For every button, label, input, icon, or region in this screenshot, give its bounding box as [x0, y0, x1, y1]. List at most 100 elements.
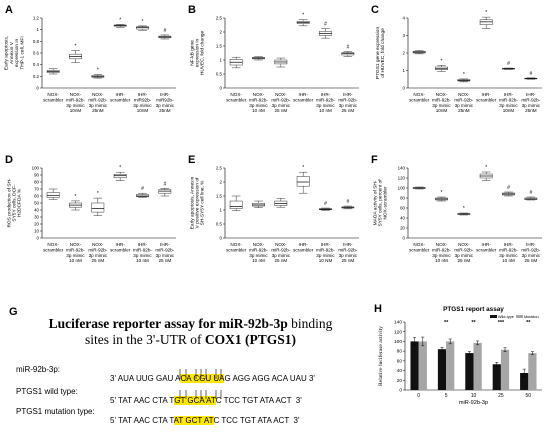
box [113, 174, 127, 179]
y-axis-label-line: of HUVEC, fold change [380, 28, 386, 78]
x-category-label: miR-92b- [499, 247, 518, 252]
y-tick-label: 0.4 [33, 62, 40, 67]
x-category-label: miR-92b- [271, 247, 290, 252]
x-category-label: miR-92b- [499, 97, 518, 102]
x-category-label: 10 nM [319, 108, 332, 113]
y-tick-label: 120 [394, 329, 402, 335]
y-tick-label: 1 [220, 208, 223, 213]
y-tick-label: 0 [399, 388, 402, 394]
significance-mark: # [163, 181, 166, 187]
x-category-label: 3p mimic [156, 253, 175, 258]
seq-prefix: 3' [110, 374, 116, 383]
x-category-label: miR-92b- [316, 247, 335, 252]
row-name: miR-92b-3p: [16, 365, 61, 374]
x-category-label: 3p mimic [249, 253, 268, 258]
y-axis-label-line: Annexin V [9, 41, 15, 64]
title-line2-b: -UTR of [155, 332, 205, 347]
luciferase-title: Luciferase reporter assay for miR-92b-3p… [8, 316, 373, 332]
x-category-label: 25 nM [274, 258, 287, 263]
x-category-label: 10nM [70, 108, 82, 113]
x-category-label: miR-92b- [133, 247, 152, 252]
significance-mark: * [485, 10, 487, 16]
y-tick-label: 40 [397, 368, 403, 374]
y-axis-label: Early apoptosis, Annexin V positive expre… [189, 176, 205, 229]
significance-mark: * [485, 165, 487, 171]
y-tick-label: 1 [37, 27, 40, 32]
significance-mark: * [97, 68, 99, 74]
x-category-label: IHR- [321, 242, 331, 247]
bar-mutation [446, 341, 455, 390]
x-category-label: 3p mimic [89, 103, 108, 108]
panel-label-g: G [9, 306, 18, 318]
significance-mark: # [346, 199, 349, 205]
bar-mutation [528, 353, 537, 390]
x-category-label: 5 [445, 393, 448, 399]
significance-mark: # [141, 186, 144, 192]
x-category-label: 3p mimic [316, 253, 335, 258]
x-category-label: NOX- [230, 242, 242, 247]
x-category-label: IHR- [298, 242, 308, 247]
y-tick-label: 10 [34, 229, 39, 234]
y-axis-label-line: expression in [195, 39, 201, 68]
x-category-label: 3p mimic [249, 103, 268, 108]
significance-mark: ** [471, 320, 476, 326]
x-category-label: miR-92b- [88, 97, 107, 102]
y-tick-label: 80 [400, 196, 405, 201]
significance-mark: # [507, 185, 510, 191]
y-axis-label-line: HUVEC, fold change [200, 31, 206, 76]
y-tick-label: 4 [403, 16, 406, 21]
x-category-label: 10nM [503, 108, 515, 113]
row-name: PTGS1 mutation type: [16, 407, 95, 416]
x-category-label: NOX- [47, 242, 59, 247]
y-tick-label: 0.5 [216, 222, 223, 227]
y-axis-label-line: Early apoptosis, [4, 36, 10, 70]
title-line2-prime: ' [152, 332, 156, 347]
x-category-label: scrambler [409, 97, 430, 102]
x-category-label: IHR- [481, 92, 491, 97]
x-category-label: NOX- [413, 242, 425, 247]
box [229, 200, 243, 209]
significance-mark: * [441, 58, 443, 64]
y-axis-label-line: NF-kB gene [189, 40, 195, 66]
x-category-label: 3p mimic [156, 103, 175, 108]
x-category-label: 10 NM [319, 258, 333, 263]
box [296, 176, 310, 187]
x-category-label: NOX- [436, 242, 448, 247]
y-tick-label: 140 [398, 166, 406, 171]
x-category-label: 25 nM [274, 108, 287, 113]
bar-wild-type [465, 353, 474, 390]
y-tick-label: 1 [220, 58, 223, 63]
sequence: 5' TAT AAC CTA TGT GCA ATC TCC TGT ATA A… [110, 396, 302, 405]
x-category-label: NOX- [47, 92, 59, 97]
y-axis-label-line: H2DCFDA % [17, 188, 23, 217]
x-category-label: 3p mimic [133, 103, 152, 108]
significance-mark: # [346, 45, 349, 51]
x-category-label: NOX- [275, 92, 287, 97]
y-tick-label: 1.5 [216, 194, 223, 199]
chart-title: PTGS1 report assay [443, 306, 504, 313]
y-tick-label: 2.5 [216, 16, 223, 21]
y-tick-label: 0 [220, 86, 223, 91]
x-category-label: 3p mimic [89, 253, 108, 258]
y-tick-label: 80 [34, 180, 39, 185]
panel-label: F [371, 154, 378, 166]
x-category-label: IHR- [321, 92, 331, 97]
significance-mark: * [119, 17, 121, 23]
y-tick-label: 100 [398, 186, 406, 191]
y-axis-label: PTGS1 gene expression of HUVEC, fold chan… [375, 27, 386, 80]
x-category-label: NOX- [92, 242, 104, 247]
bar-wild-type [437, 349, 447, 390]
x-category-label: 3p mimic [432, 103, 451, 108]
y-axis-label-line: NOX-scrambler [383, 186, 389, 219]
x-category-label: IHR- [160, 242, 170, 247]
y-axis-label: MAOA activity of SH- SY5Y cells, percent … [372, 179, 388, 227]
x-axis-label: miR-92b-3p [459, 400, 488, 406]
box [91, 202, 105, 213]
binding-site-highlight: GT GCA AT [174, 396, 216, 405]
x-category-label: IHR- [504, 242, 514, 247]
panel-label: E [188, 154, 195, 166]
significance-mark: * [463, 206, 465, 212]
x-category-label: NOX- [413, 92, 425, 97]
panel-label: B [188, 4, 196, 16]
